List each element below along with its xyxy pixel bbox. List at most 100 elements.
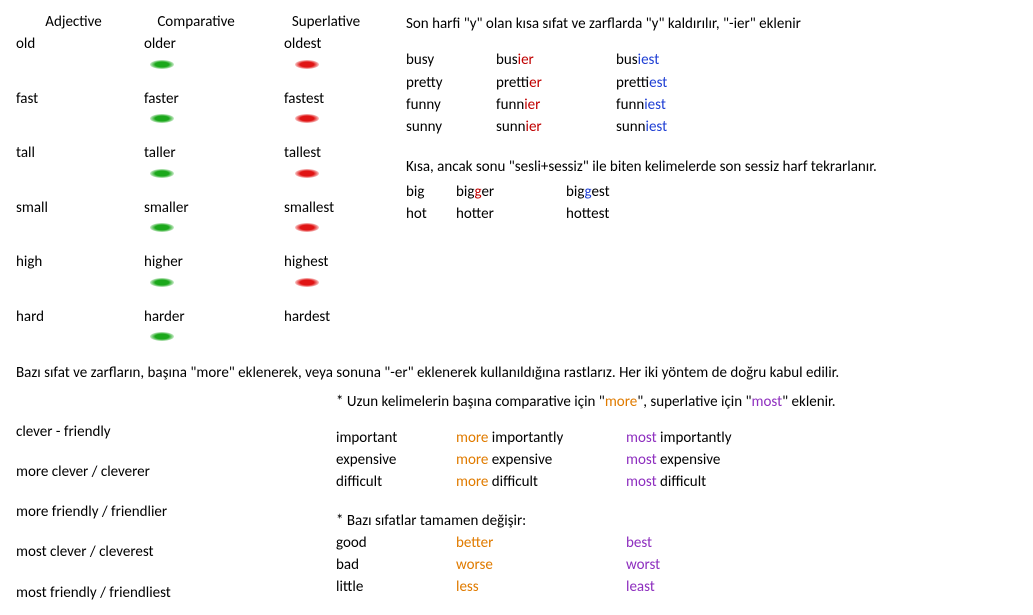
base-word: good	[336, 533, 456, 553]
d-row: big bigger biggest	[406, 182, 1017, 202]
mm-row: difficult more difficult most difficult	[336, 472, 1017, 492]
comp-word: prettier	[496, 73, 616, 93]
adj-cell: old	[16, 34, 124, 54]
comp-cell: smaller	[124, 198, 266, 218]
list-item: most clever / cleverest	[16, 542, 336, 562]
red-mark-icon	[295, 223, 319, 232]
red-mark-icon	[295, 60, 319, 69]
sup-cell: hardest	[266, 307, 406, 327]
mid-left: clever - friendly more clever / cleverer…	[16, 392, 336, 603]
y-row: funny funnier funniest	[406, 95, 1017, 115]
para-more-er: Bazı sıfat ve zarfların, başına "more" e…	[16, 363, 1017, 383]
green-mark-icon	[150, 169, 174, 178]
mark-row	[16, 327, 406, 347]
adj-cell: fast	[16, 89, 124, 109]
comp-word: more importantly	[456, 428, 626, 448]
y-row: sunny sunnier sunniest	[406, 117, 1017, 137]
sup-word: busiest	[616, 50, 756, 70]
sup-word: prettiest	[616, 73, 756, 93]
top-row: Adjective Comparative Superlative old ol…	[16, 12, 1017, 347]
sup-word: least	[626, 577, 796, 597]
table-row: old older oldest	[16, 34, 406, 54]
adj-cell: small	[16, 198, 124, 218]
adj-cell: hard	[16, 307, 124, 327]
comp-word: bigger	[456, 182, 566, 202]
comp-cell: faster	[124, 89, 266, 109]
red-mark-icon	[295, 278, 319, 287]
table-row: small smaller smallest	[16, 198, 406, 218]
irr-row: good better best	[336, 533, 1017, 553]
base-word: big	[406, 182, 456, 202]
header-comparative: Comparative	[131, 12, 261, 32]
sup-word: most difficult	[626, 472, 796, 492]
irr-row: bad worse worst	[336, 555, 1017, 575]
irregular-title: * Bazı sıfatlar tamamen değişir:	[336, 511, 1017, 531]
d-row: hot hotter hottest	[406, 204, 1017, 224]
comp-word: funnier	[496, 95, 616, 115]
irr-row: little less least	[336, 577, 1017, 597]
y-row: busy busier busiest	[406, 50, 1017, 70]
comp-word: worse	[456, 555, 626, 575]
base-word: hot	[406, 204, 456, 224]
comp-cell: higher	[124, 252, 266, 272]
mid-section: clever - friendly more clever / cleverer…	[16, 392, 1017, 603]
sup-word: most importantly	[626, 428, 796, 448]
comp-word: less	[456, 577, 626, 597]
sup-cell: highest	[266, 252, 406, 272]
list-item: more friendly / friendlier	[16, 502, 336, 522]
sup-word: hottest	[566, 204, 609, 224]
sup-cell: smallest	[266, 198, 406, 218]
base-word: difficult	[336, 472, 456, 492]
base-word: sunny	[406, 117, 496, 137]
rule-y-text: Son harfi "y" olan kısa sıfat ve zarflar…	[406, 14, 1017, 34]
list-item: clever - friendly	[16, 422, 336, 442]
comp-word: sunnier	[496, 117, 616, 137]
mark-row	[16, 218, 406, 238]
comp-cell: older	[124, 34, 266, 54]
comp-cell: taller	[124, 143, 266, 163]
sup-word: biggest	[566, 182, 610, 202]
green-mark-icon	[150, 332, 174, 341]
mark-row	[16, 164, 406, 184]
green-mark-icon	[150, 60, 174, 69]
sup-cell: fastest	[266, 89, 406, 109]
rule-double-text: Kısa, ancak sonu "sesli+sessiz" ile bite…	[406, 157, 1017, 177]
base-word: important	[336, 428, 456, 448]
green-mark-icon	[150, 278, 174, 287]
green-mark-icon	[150, 223, 174, 232]
sup-cell: tallest	[266, 143, 406, 163]
table-row: fast faster fastest	[16, 89, 406, 109]
mm-row: important more importantly most importan…	[336, 428, 1017, 448]
right-block: Son harfi "y" olan kısa sıfat ve zarflar…	[406, 12, 1017, 347]
base-word: bad	[336, 555, 456, 575]
table-row: tall taller tallest	[16, 143, 406, 163]
red-mark-icon	[295, 169, 319, 178]
more-most-title: * Uzun kelimelerin başına comparative iç…	[336, 392, 1017, 412]
mm-row: expensive more expensive most expensive	[336, 450, 1017, 470]
header-adjective: Adjective	[16, 12, 131, 32]
table-header: Adjective Comparative Superlative	[16, 12, 406, 32]
base-word: expensive	[336, 450, 456, 470]
mark-row	[16, 273, 406, 293]
list-item: more clever / cleverer	[16, 462, 336, 482]
adj-cell: high	[16, 252, 124, 272]
comp-word: more expensive	[456, 450, 626, 470]
list-item: most friendly / friendliest	[16, 583, 336, 603]
base-word: pretty	[406, 73, 496, 93]
sup-word: best	[626, 533, 796, 553]
comp-cell: harder	[124, 307, 266, 327]
comp-word: more difficult	[456, 472, 626, 492]
sup-word: sunniest	[616, 117, 756, 137]
comp-word: busier	[496, 50, 616, 70]
base-word: little	[336, 577, 456, 597]
green-mark-icon	[150, 114, 174, 123]
adj-cell: tall	[16, 143, 124, 163]
mark-row	[16, 55, 406, 75]
base-word: busy	[406, 50, 496, 70]
comp-word: better	[456, 533, 626, 553]
sup-cell: oldest	[266, 34, 406, 54]
sup-word: worst	[626, 555, 796, 575]
y-row: pretty prettier prettiest	[406, 73, 1017, 93]
red-mark-icon	[295, 114, 319, 123]
header-superlative: Superlative	[261, 12, 391, 32]
